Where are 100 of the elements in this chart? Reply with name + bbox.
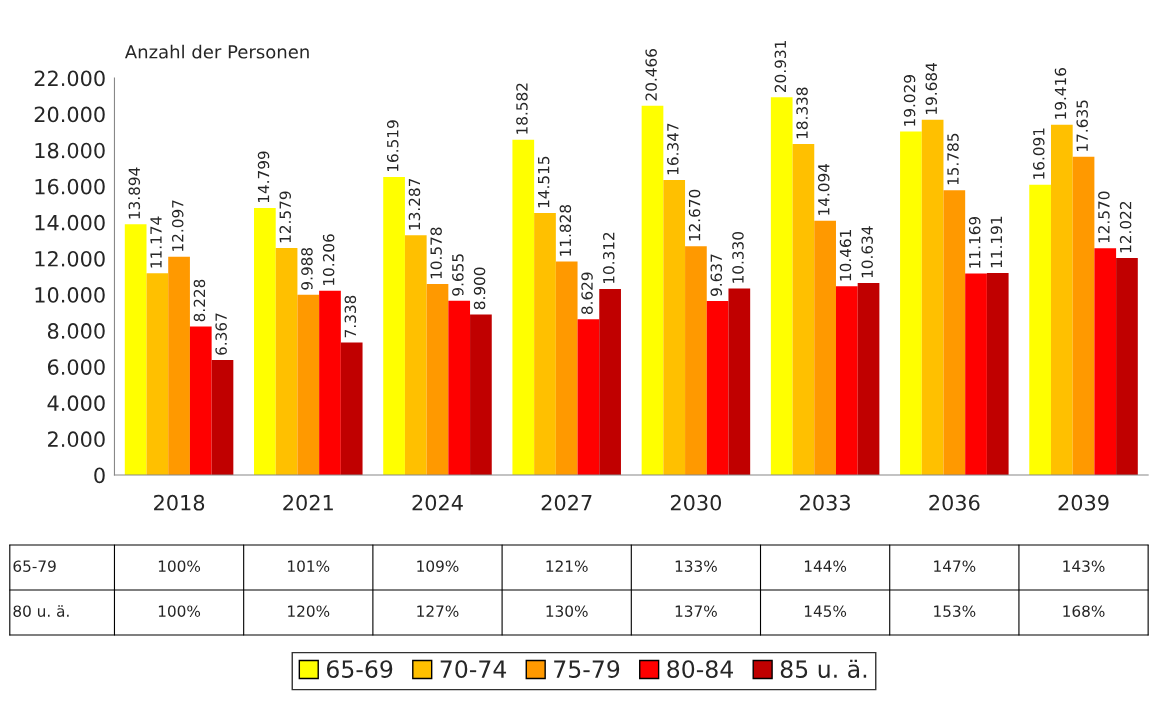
data-label: 9.637 xyxy=(710,254,723,296)
x-tick-label: 2036 xyxy=(929,494,980,511)
legend-label: 75-79 xyxy=(554,660,620,679)
bar xyxy=(792,144,815,475)
y-tick-label: 0 xyxy=(94,467,105,484)
bar xyxy=(168,256,190,475)
bar xyxy=(921,119,944,475)
data-label: 14.799 xyxy=(257,151,270,203)
data-label: 11.174 xyxy=(150,216,162,268)
bar xyxy=(146,273,169,475)
data-label: 16.519 xyxy=(386,120,399,172)
data-label: 18.582 xyxy=(516,83,528,134)
bar xyxy=(189,326,212,475)
text: 80 u. ä. xyxy=(13,605,69,617)
data-label: 10.206 xyxy=(322,234,335,285)
bar xyxy=(770,97,793,475)
data-label: 16.091 xyxy=(1033,128,1045,179)
text: 65-79 xyxy=(13,560,56,572)
data-label: 12.570 xyxy=(1098,191,1110,243)
bar xyxy=(124,224,147,475)
text: 130% xyxy=(546,605,588,617)
bar xyxy=(1029,184,1051,475)
x-tick-label: 2018 xyxy=(154,494,205,511)
data-label: 10.330 xyxy=(732,231,744,283)
data-label: 20.466 xyxy=(645,49,657,101)
bar xyxy=(835,286,858,475)
text: 133% xyxy=(675,560,717,572)
bar xyxy=(470,314,492,475)
bar xyxy=(534,213,556,475)
y-tick-label: 14.000 xyxy=(35,214,105,231)
data-label: 12.579 xyxy=(279,191,291,243)
text: 101% xyxy=(288,560,330,572)
bar xyxy=(706,301,729,475)
bar xyxy=(1094,248,1117,475)
x-tick-label: 2033 xyxy=(800,494,850,511)
x-tick-label: 2030 xyxy=(670,494,722,511)
data-label: 19.684 xyxy=(925,63,938,114)
bar xyxy=(1116,258,1138,475)
data-label: 11.828 xyxy=(559,204,572,256)
y-axis-title: Anzahl der Personen xyxy=(124,44,309,59)
data-label: 8.629 xyxy=(581,272,593,315)
data-label: 14.094 xyxy=(818,163,830,215)
legend-label: 70-74 xyxy=(440,660,507,679)
data-label: 10.312 xyxy=(602,232,615,284)
bar xyxy=(1050,124,1073,475)
text: 120% xyxy=(288,605,330,617)
x-tick-label: 2039 xyxy=(1058,494,1109,511)
data-label: 8.228 xyxy=(193,279,206,322)
bar xyxy=(663,180,686,475)
data-label: 10.578 xyxy=(430,227,442,279)
bar xyxy=(728,288,751,475)
y-tick-label: 2.000 xyxy=(48,431,105,448)
y-tick-label: 16.000 xyxy=(35,178,105,195)
bar xyxy=(1072,156,1095,475)
text: 168% xyxy=(1063,605,1105,617)
data-label: 19.416 xyxy=(1054,67,1067,119)
x-tick-label: 2024 xyxy=(412,494,463,511)
bar xyxy=(986,273,1009,475)
data-label: 13.894 xyxy=(128,167,141,219)
data-label: 8.900 xyxy=(473,267,486,310)
legend-label: 65-69 xyxy=(326,660,393,679)
bar xyxy=(943,190,966,475)
text: 143% xyxy=(1063,560,1105,572)
legend-label: 80-84 xyxy=(667,660,733,679)
text: 121% xyxy=(546,560,588,572)
y-tick-label: 22.000 xyxy=(34,70,105,87)
bar xyxy=(555,261,578,475)
data-label: 9.655 xyxy=(452,254,464,296)
bar xyxy=(814,220,836,475)
bar xyxy=(857,283,880,475)
data-label: 17.635 xyxy=(1076,100,1088,151)
data-label: 10.461 xyxy=(839,230,852,281)
data-label: 14.515 xyxy=(538,156,550,208)
data-label: 9.988 xyxy=(301,247,313,290)
text: 145% xyxy=(804,605,847,617)
bar xyxy=(254,207,276,475)
x-tick-label: 2021 xyxy=(283,494,333,511)
data-label: 6.367 xyxy=(215,313,227,355)
data-label: 10.634 xyxy=(861,226,873,278)
data-label: 15.785 xyxy=(947,133,959,185)
bar xyxy=(340,342,363,475)
bar xyxy=(685,246,707,475)
data-label: 7.338 xyxy=(344,295,357,338)
bar xyxy=(512,139,535,475)
bar xyxy=(404,235,427,475)
data-label: 12.097 xyxy=(171,200,184,251)
bar xyxy=(211,360,234,475)
bar xyxy=(448,300,471,475)
text: 100% xyxy=(158,605,201,617)
bar xyxy=(965,273,987,475)
data-label: 11.169 xyxy=(968,216,981,268)
bar xyxy=(426,284,449,475)
bar xyxy=(641,105,664,475)
text: 144% xyxy=(804,560,847,572)
text: 137% xyxy=(675,605,717,617)
data-label: 12.022 xyxy=(1119,201,1132,253)
bar xyxy=(383,176,405,475)
y-tick-label: 4.000 xyxy=(47,395,105,412)
bar xyxy=(319,290,341,475)
legend-label: 85 u. ä. xyxy=(780,659,867,679)
